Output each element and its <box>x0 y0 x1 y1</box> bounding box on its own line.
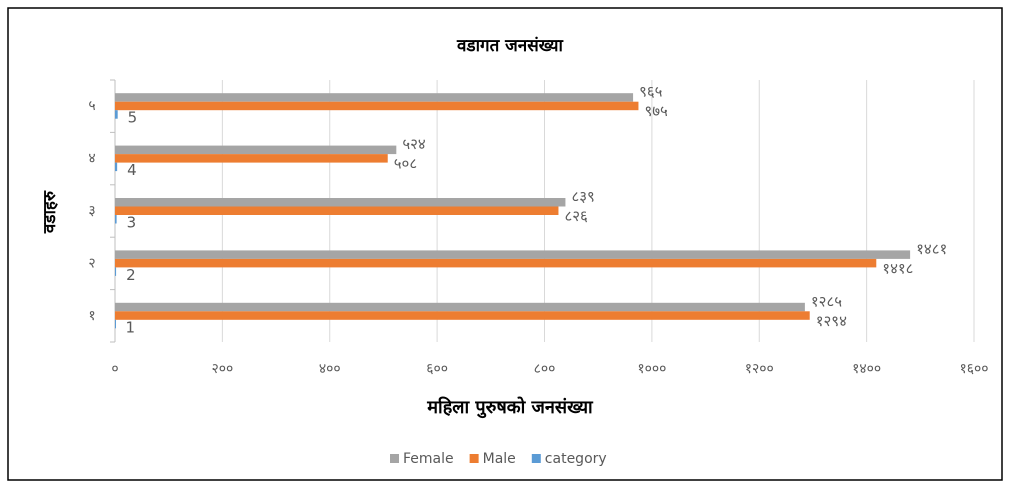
bar <box>115 206 559 215</box>
bar <box>115 154 388 163</box>
bar <box>115 145 397 155</box>
data-label: १२८५ <box>811 292 842 310</box>
legend-label: Female <box>403 451 454 467</box>
data-label: 2 <box>126 266 136 284</box>
x-tick-label: १६०० <box>959 361 988 377</box>
x-tick-label: १२०० <box>745 361 774 377</box>
data-label: ८३९ <box>571 188 594 206</box>
x-tick-label: ४०० <box>319 361 341 377</box>
data-label: ८२६ <box>564 207 588 225</box>
bar <box>115 101 639 111</box>
x-axis-title: महिला पुरुषको जनसंख्या <box>426 396 594 419</box>
y-tick-label: २ <box>88 255 95 271</box>
bar <box>115 302 805 312</box>
x-tick-label: ६०० <box>426 361 448 377</box>
bar <box>115 267 117 276</box>
bar <box>115 215 117 224</box>
data-label: ९६५ <box>639 83 663 101</box>
legend-swatch <box>469 454 479 463</box>
bar <box>115 319 116 329</box>
data-label: १४१८ <box>882 259 913 277</box>
bar <box>115 198 566 207</box>
chart-title: वडागत जनसंख्या <box>456 36 563 56</box>
legend-swatch <box>531 454 541 463</box>
x-tick-label: १००० <box>637 361 666 377</box>
bar <box>115 250 911 259</box>
legend-label: Male <box>483 451 516 467</box>
x-tick-label: १४०० <box>852 361 881 377</box>
bar <box>115 93 634 102</box>
data-label: १२९४ <box>816 312 847 330</box>
data-label: ९७५ <box>644 102 668 120</box>
y-tick-label: १ <box>88 308 95 324</box>
data-label: 5 <box>128 109 138 127</box>
data-label: १४८१ <box>916 240 947 258</box>
bar <box>115 311 810 320</box>
x-tick-label: २०० <box>211 361 233 377</box>
data-label: ५०८ <box>394 155 417 173</box>
data-label: 1 <box>126 318 136 336</box>
data-label: 4 <box>127 161 137 179</box>
x-tick-label: ० <box>111 361 118 377</box>
y-tick-label: ४ <box>88 151 95 167</box>
frame <box>7 7 1003 481</box>
bar <box>115 110 118 119</box>
bar <box>115 258 877 268</box>
y-tick-label: ३ <box>88 203 95 219</box>
x-tick-label: ८०० <box>534 361 556 377</box>
legend-label: category <box>545 451 607 467</box>
y-axis-title: वडाहरु <box>40 190 60 234</box>
legend-swatch <box>390 454 399 463</box>
bar <box>115 162 118 172</box>
data-label: 3 <box>127 214 137 232</box>
y-tick-label: ५ <box>88 98 95 114</box>
data-label: ५२४ <box>402 135 426 153</box>
